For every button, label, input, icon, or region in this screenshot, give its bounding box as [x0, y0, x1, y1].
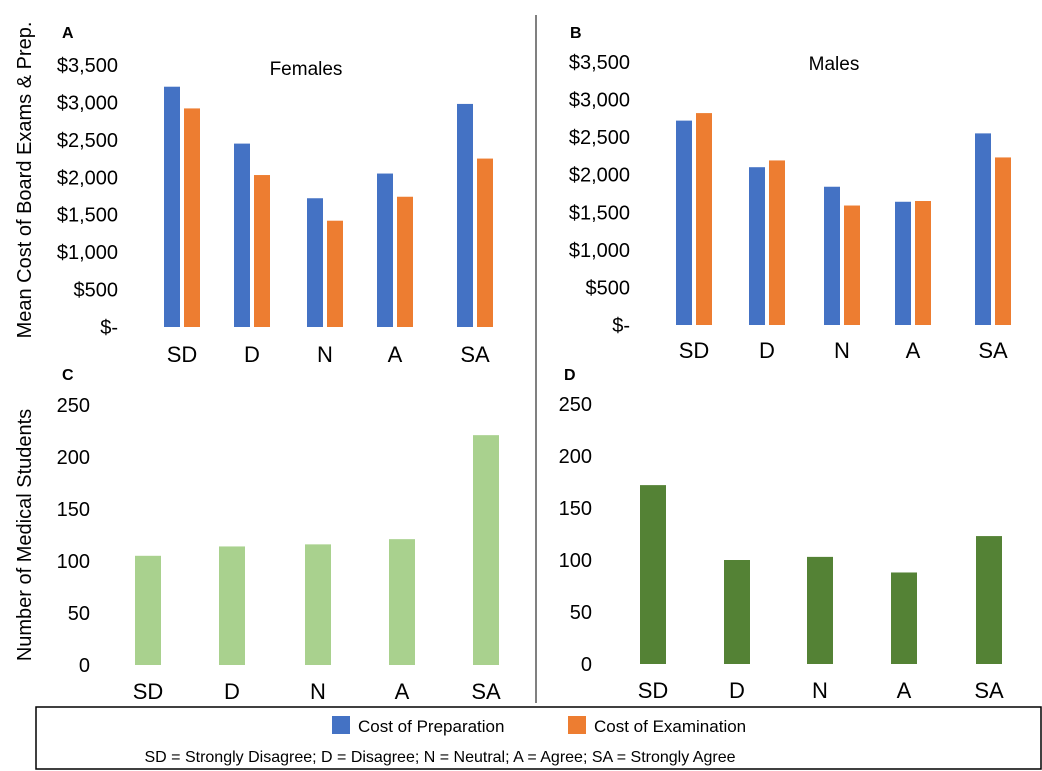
panel-letter: B — [570, 25, 582, 42]
bar-b-d-s0 — [749, 167, 765, 325]
bar-b-sa-s0 — [975, 133, 991, 325]
bar-a-a-s1 — [397, 196, 413, 327]
y-tick-label: $3,500 — [57, 55, 118, 77]
legend-abbreviation-note: SD = Strongly Disagree; D = Disagree; N … — [145, 749, 736, 766]
x-tick-label: A — [388, 342, 403, 367]
x-tick-label: SA — [974, 678, 1004, 703]
y-tick-label: 150 — [559, 498, 592, 520]
bar-b-sa-s1 — [995, 157, 1011, 325]
bar-a-d-s1 — [254, 175, 270, 327]
panel-females-cost: A Females $- $500 $1,000 $1,500 $2,000 $2,500 $3… — [57, 25, 493, 367]
x-tick-label: D — [729, 678, 745, 703]
y-tick-label: 100 — [57, 551, 90, 573]
y-tick-label: $- — [100, 317, 118, 339]
x-tick-label: A — [906, 338, 921, 363]
y-tick-label: 150 — [57, 499, 90, 521]
y-tick-label: $3,500 — [569, 52, 630, 74]
bar-a-sa-s1 — [477, 158, 493, 327]
x-tick-label: SA — [978, 338, 1008, 363]
y-tick-label: $1,000 — [57, 242, 118, 264]
y-tick-label: $1,500 — [57, 205, 118, 227]
y-tick-label: 0 — [79, 655, 90, 677]
panel-letter: A — [62, 25, 74, 42]
bar-a-sd-s0 — [164, 86, 180, 327]
bar-a-a-s0 — [377, 173, 393, 327]
panel-title: Males — [809, 54, 860, 75]
bar-d-a — [891, 572, 917, 664]
bar-d-d — [724, 560, 750, 664]
bar-d-sa — [976, 536, 1002, 664]
bar-a-n-s1 — [327, 220, 343, 327]
panel-letter: C — [62, 367, 74, 384]
y-tick-label: $2,000 — [57, 167, 118, 189]
y-tick-label: 250 — [559, 394, 592, 416]
bar-c-n — [305, 544, 331, 665]
y-tick-label: $500 — [586, 277, 631, 299]
y-tick-label: 200 — [57, 447, 90, 469]
x-tick-label: SD — [167, 342, 198, 367]
bar-c-d — [219, 546, 245, 665]
bar-b-sd-s0 — [676, 120, 692, 326]
legend: Cost of Preparation Cost of Examination … — [35, 706, 1042, 770]
x-tick-label: D — [224, 679, 240, 704]
legend-label-preparation: Cost of Preparation — [358, 717, 504, 736]
x-tick-label: D — [244, 342, 260, 367]
bar-b-d-s1 — [769, 160, 785, 325]
cost-y-axis-label: Mean Cost of Board Exams & Prep. — [14, 22, 36, 339]
bar-b-a-s0 — [895, 201, 911, 325]
bar-a-d-s0 — [234, 143, 250, 327]
bar-b-n-s1 — [844, 205, 860, 325]
x-tick-label: SD — [679, 338, 710, 363]
panel-title: Females — [270, 59, 343, 80]
bar-c-sa — [473, 435, 499, 665]
bar-a-sd-s1 — [184, 108, 200, 327]
y-tick-label: 100 — [559, 550, 592, 572]
legend-label-examination: Cost of Examination — [594, 717, 746, 736]
y-tick-label: 0 — [581, 654, 592, 676]
bar-d-sd — [640, 485, 666, 664]
y-tick-label: $- — [612, 315, 630, 337]
bar-d-n — [807, 556, 833, 664]
y-tick-label: 200 — [559, 446, 592, 468]
x-tick-label: SA — [471, 679, 501, 704]
bar-b-sd-s1 — [696, 113, 712, 326]
legend-frame — [35, 706, 1042, 770]
x-tick-label: SA — [460, 342, 490, 367]
x-tick-label: A — [395, 679, 410, 704]
y-tick-label: 50 — [570, 602, 592, 624]
y-tick-label: $2,500 — [569, 127, 630, 149]
y-tick-label: $3,000 — [57, 92, 118, 114]
y-tick-label: 250 — [57, 395, 90, 417]
bar-c-sd — [135, 555, 161, 665]
panel-females-students: C 0 50 100 150 200 250 SD D N A SA — [57, 367, 501, 704]
y-tick-label: $1,000 — [569, 240, 630, 262]
panel-letter: D — [564, 367, 576, 384]
bar-a-sa-s0 — [457, 103, 473, 327]
y-tick-label: $3,000 — [569, 90, 630, 112]
y-tick-label: $1,500 — [569, 202, 630, 224]
bar-b-n-s0 — [824, 186, 840, 325]
y-tick-label: $500 — [74, 280, 119, 302]
bar-a-n-s0 — [307, 198, 323, 327]
y-tick-label: $2,500 — [57, 130, 118, 152]
x-tick-label: SD — [638, 678, 669, 703]
students-y-axis-label: Number of Medical Students — [14, 409, 36, 661]
bar-c-a — [389, 539, 415, 665]
legend-swatch-preparation — [332, 716, 350, 734]
x-tick-label: A — [897, 678, 912, 703]
y-tick-label: 50 — [68, 603, 90, 625]
x-tick-label: D — [759, 338, 775, 363]
x-tick-label: N — [812, 678, 828, 703]
panel-males-cost: B Males $- $500 $1,000 $1,500 $2,000 $2,500 $3,0… — [569, 25, 1011, 363]
legend-swatch-examination — [568, 716, 586, 734]
x-tick-label: N — [310, 679, 326, 704]
panel-males-students: D 0 50 100 150 200 250 SD D N A SA — [559, 367, 1004, 703]
x-tick-label: N — [834, 338, 850, 363]
x-tick-label: SD — [133, 679, 164, 704]
bar-b-a-s1 — [915, 201, 931, 325]
y-tick-label: $2,000 — [569, 165, 630, 187]
x-tick-label: N — [317, 342, 333, 367]
